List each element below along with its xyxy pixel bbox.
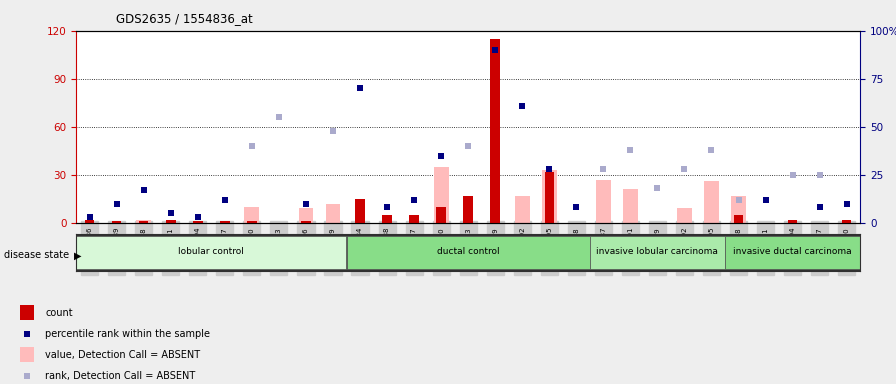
Bar bbox=[193, 221, 202, 223]
Bar bbox=[76, 236, 346, 269]
Bar bbox=[298, 208, 314, 223]
Text: value, Detection Call = ABSENT: value, Detection Call = ABSENT bbox=[45, 350, 200, 360]
Text: ductal control: ductal control bbox=[437, 247, 499, 256]
Bar bbox=[356, 199, 365, 223]
Text: rank, Detection Call = ABSENT: rank, Detection Call = ABSENT bbox=[45, 371, 195, 381]
Bar bbox=[301, 221, 311, 223]
Bar bbox=[325, 204, 340, 223]
Bar bbox=[731, 195, 746, 223]
Bar bbox=[677, 208, 692, 223]
Text: lobular control: lobular control bbox=[178, 247, 245, 256]
Bar bbox=[842, 220, 851, 223]
Bar bbox=[139, 221, 149, 223]
Bar bbox=[383, 215, 392, 223]
Bar bbox=[463, 195, 473, 223]
Bar bbox=[515, 195, 530, 223]
Bar bbox=[545, 172, 554, 223]
Bar bbox=[85, 220, 94, 223]
Bar bbox=[136, 220, 151, 223]
Bar bbox=[166, 220, 176, 223]
Bar bbox=[596, 180, 611, 223]
Bar bbox=[21, 347, 34, 362]
Text: invasive ductal carcinoma: invasive ductal carcinoma bbox=[733, 247, 852, 256]
Bar bbox=[490, 39, 500, 223]
Bar bbox=[734, 215, 744, 223]
Bar bbox=[220, 221, 229, 223]
Bar bbox=[725, 236, 860, 269]
Text: percentile rank within the sample: percentile rank within the sample bbox=[45, 329, 210, 339]
Bar bbox=[623, 189, 638, 223]
Text: count: count bbox=[45, 308, 73, 318]
Bar bbox=[590, 236, 725, 269]
Bar bbox=[434, 167, 449, 223]
Text: GDS2635 / 1554836_at: GDS2635 / 1554836_at bbox=[116, 12, 254, 25]
Bar bbox=[409, 215, 418, 223]
Bar bbox=[245, 207, 259, 223]
Bar bbox=[247, 221, 256, 223]
Text: ▶: ▶ bbox=[73, 250, 81, 260]
Bar bbox=[21, 305, 34, 320]
Bar bbox=[347, 236, 590, 269]
Bar bbox=[704, 181, 719, 223]
Text: disease state: disease state bbox=[4, 250, 70, 260]
Bar bbox=[436, 207, 446, 223]
Text: invasive lobular carcinoma: invasive lobular carcinoma bbox=[597, 247, 719, 256]
Bar bbox=[788, 220, 797, 223]
Bar bbox=[112, 221, 122, 223]
Bar bbox=[542, 170, 556, 223]
